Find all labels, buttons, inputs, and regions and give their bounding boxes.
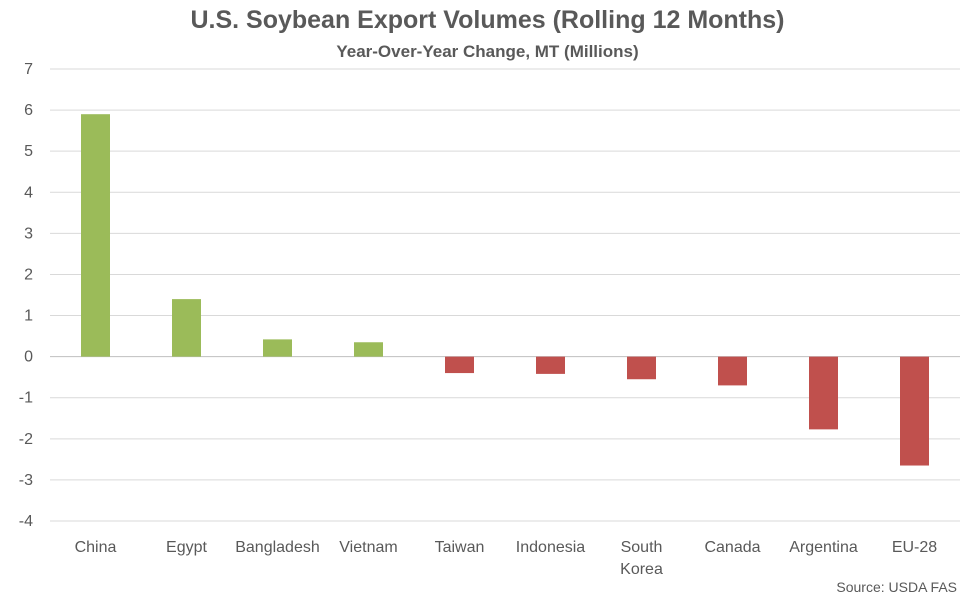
x-category-label: Bangladesh — [235, 539, 320, 556]
x-category-label: Indonesia — [516, 539, 585, 556]
x-category-label: Egypt — [166, 539, 207, 556]
bar-egypt — [172, 299, 201, 357]
x-category-label: Taiwan — [435, 539, 485, 556]
bar-indonesia — [536, 356, 565, 374]
bar-vietnam — [354, 342, 383, 357]
y-axis-ticks: 7 6 5 4 3 2 1 0 -1 -2 -3 -4 — [19, 61, 33, 530]
bar-canada — [718, 356, 747, 386]
bar-eu-28 — [900, 356, 929, 466]
y-tick-label: 5 — [24, 143, 33, 160]
y-tick-label: -1 — [19, 390, 33, 407]
x-category-label: EU-28 — [892, 539, 937, 556]
x-axis-labels: China Egypt Bangladesh Vietnam Taiwan Indones… — [75, 539, 938, 578]
bar-taiwan — [445, 356, 474, 374]
x-category-label: China — [75, 539, 117, 556]
bars — [81, 114, 929, 466]
y-tick-label: -2 — [19, 431, 33, 448]
y-tick-label: -4 — [19, 513, 33, 530]
y-tick-label: 2 — [24, 266, 33, 283]
y-tick-label: 4 — [24, 184, 33, 201]
y-tick-label: 0 — [24, 349, 33, 366]
y-tick-label: 3 — [24, 225, 33, 242]
bar-argentina — [809, 356, 838, 430]
y-tick-label: 1 — [24, 308, 33, 325]
bar-south-korea — [627, 356, 656, 380]
y-tick-label: 6 — [24, 102, 33, 119]
bar-bangladesh — [263, 339, 292, 357]
x-category-label: Vietnam — [339, 539, 397, 556]
gridlines — [50, 68, 960, 522]
source-note: Source: USDA FAS — [836, 579, 957, 595]
chart-subtitle: Year-Over-Year Change, MT (Millions) — [336, 42, 639, 61]
x-category-label: Argentina — [789, 539, 858, 556]
y-tick-label: 7 — [24, 61, 33, 78]
x-category-label: South Korea — [620, 539, 663, 578]
chart-title: U.S. Soybean Export Volumes (Rolling 12 … — [190, 6, 785, 34]
bar-china — [81, 114, 110, 357]
y-tick-label: -3 — [19, 472, 33, 489]
x-category-label: Canada — [704, 539, 760, 556]
